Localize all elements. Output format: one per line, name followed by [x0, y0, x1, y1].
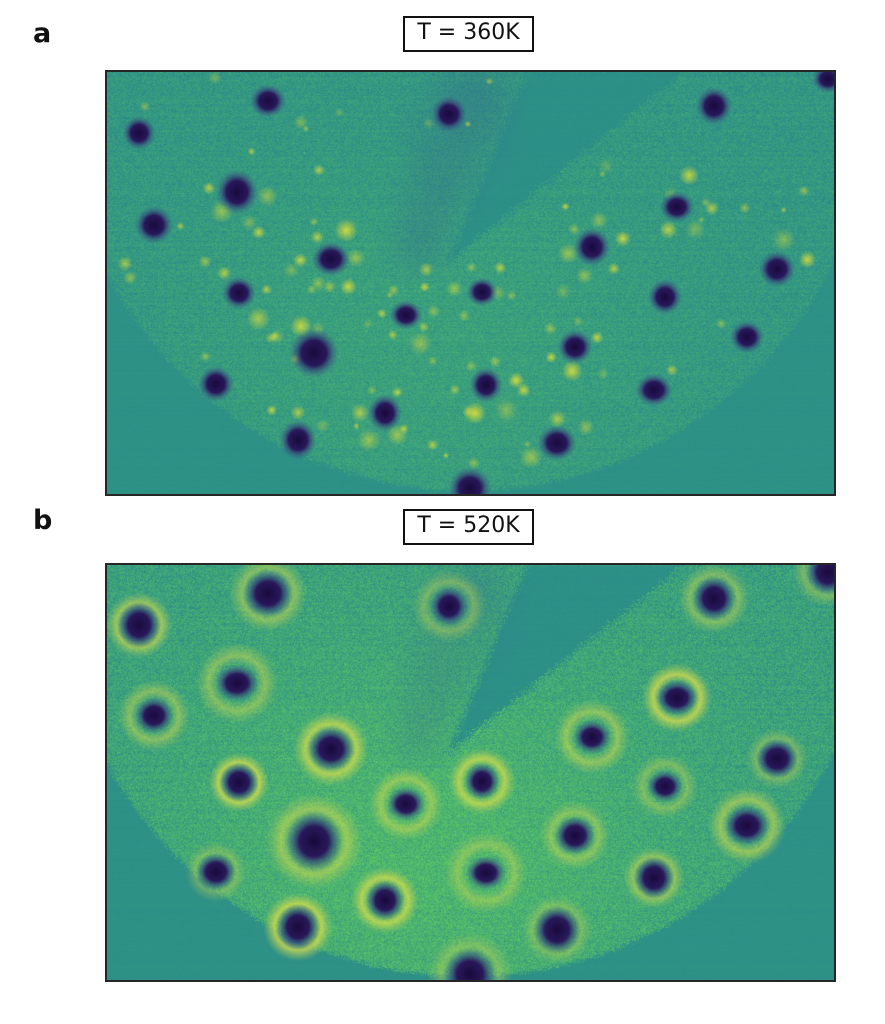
panel-b-detector-image: [105, 563, 836, 982]
panel-b-temperature-title: T = 520K: [403, 509, 534, 546]
panel-a-detector-image: [105, 70, 836, 496]
panel-a-label: a: [33, 18, 52, 49]
panel-b-label: b: [33, 505, 53, 536]
panel-b-title-row: T = 520K: [105, 509, 832, 546]
panel-a-temperature-title: T = 360K: [403, 16, 534, 53]
panel-a-title-row: T = 360K: [105, 16, 832, 53]
